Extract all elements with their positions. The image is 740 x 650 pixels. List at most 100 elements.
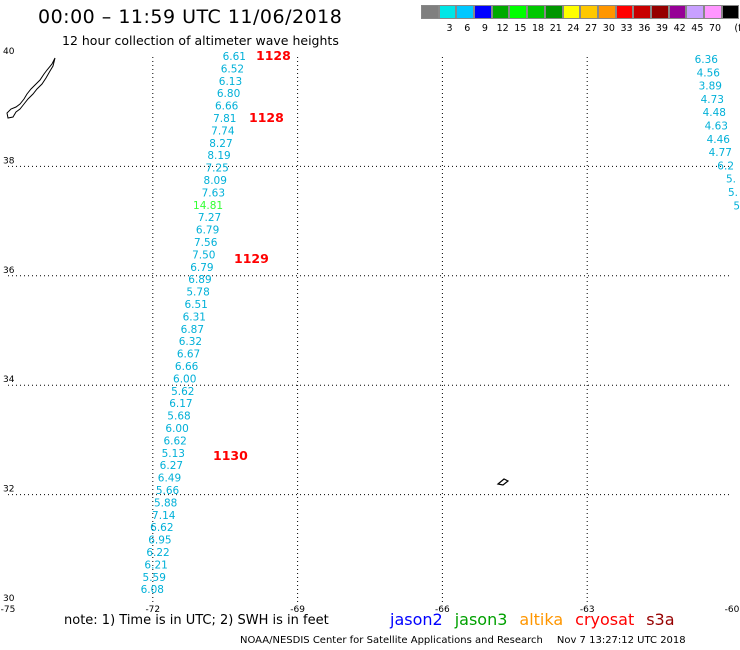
legend-label: 70: [709, 23, 722, 34]
wave-height-label: 6.31: [183, 311, 206, 323]
wave-height-label: 6.66: [215, 101, 239, 113]
coastline: [6, 57, 510, 486]
legend-label: 15: [514, 23, 527, 34]
legend-swatch: [686, 5, 704, 19]
legend-label: 24: [567, 23, 580, 34]
wave-height-label: 7.25: [205, 163, 228, 175]
legend-swatch: [509, 5, 528, 19]
chart-subtitle: 12 hour collection of altimeter wave hei…: [62, 33, 339, 48]
wave-height-label: 7.74: [211, 125, 235, 137]
wave-height-label: 6.21: [144, 559, 167, 571]
wave-height-label: 5.13: [162, 448, 185, 460]
lon-tick-label: -63: [580, 605, 595, 615]
footer-note: note: 1) Time is in UTC; 2) SWH is in fe…: [64, 613, 329, 628]
wave-height-label: 14.81: [193, 200, 223, 212]
footer-credit: NOAA/NESDIS Center for Satellite Applica…: [240, 635, 686, 646]
satellite-tracks: 6.616.526.136.806.667.817.748.278.197.25…: [141, 51, 740, 596]
wave-height-label: 6.49: [158, 473, 181, 485]
lon-tick-label: -60: [725, 605, 740, 615]
wave-height-label: 7.56: [194, 237, 218, 249]
wave-height-label: 6.67: [177, 349, 200, 361]
legend-swatch: [633, 5, 651, 19]
lat-tick-label: 32: [3, 485, 14, 495]
wave-height-label: 8.09: [204, 175, 227, 187]
wave-height-label: 5.62: [171, 386, 194, 398]
wave-height-label: 5.: [726, 174, 736, 186]
legend-swatch: [704, 5, 722, 19]
lon-tick-label: -69: [290, 605, 305, 615]
legend-swatch: [615, 5, 634, 19]
wave-height-label: 5.68: [167, 411, 190, 423]
coastline-island: [496, 478, 510, 486]
credit-text: NOAA/NESDIS Center for Satellite Applica…: [240, 635, 543, 646]
legend-label: 45: [691, 23, 704, 34]
wave-height-label: 4.63: [705, 121, 728, 133]
wave-height-label: 8.19: [207, 150, 230, 162]
legend-swatch: [580, 5, 598, 19]
wave-height-label: 5.59: [143, 572, 166, 584]
legend-label: 9: [481, 23, 488, 34]
wave-height-label: 6.13: [219, 76, 242, 88]
wave-height-label: 6.80: [217, 88, 240, 100]
lon-tick-label: -72: [145, 605, 160, 615]
legend-swatch: [438, 5, 457, 19]
time-label: 1128: [249, 110, 284, 125]
wave-height-label: 6.62: [163, 435, 186, 447]
time-label: 1130: [213, 448, 248, 463]
wave-height-label: 3.89: [699, 81, 722, 93]
legend-label: 36: [638, 23, 651, 34]
satellite-s3a: s3a: [646, 610, 675, 629]
map-grid: [8, 57, 732, 604]
wave-height-label: 6.52: [221, 63, 244, 75]
time-label: 1128: [256, 48, 291, 63]
legend-swatch: [527, 5, 545, 19]
legend-swatch: [597, 5, 616, 19]
legend-label: 3: [446, 23, 453, 34]
satellite-jason2: jason2: [390, 610, 443, 629]
legend-label: 18: [532, 23, 545, 34]
wave-height-label: 6.89: [188, 274, 211, 286]
wave-height-label: 6.87: [181, 324, 204, 336]
wave-height-label: 7.63: [202, 187, 225, 199]
wave-height-label: 7.14: [152, 510, 176, 522]
lat-tick-label: 30: [3, 594, 15, 604]
wave-height-label: 4.56: [697, 67, 721, 79]
wave-height-label: 5.: [728, 187, 738, 199]
legend-unit: (ft): [734, 23, 740, 34]
wave-height-label: 6.79: [190, 262, 213, 274]
wave-height-label: 6.27: [160, 460, 183, 472]
wave-height-label: 6.2: [717, 160, 734, 172]
legend-swatch: [491, 5, 510, 19]
credit-timestamp: Nov 7 13:27:12 UTC 2018: [556, 635, 686, 646]
wave-height-label: 4.73: [701, 94, 724, 106]
wave-height-label: 6.62: [150, 522, 173, 534]
wave-height-label: 4.48: [703, 107, 726, 119]
wave-height-label: 4.77: [709, 147, 732, 159]
wave-height-label: 6.36: [695, 54, 719, 66]
wave-height-label: 8.27: [209, 138, 232, 150]
wave-height-label: 7.81: [213, 113, 236, 125]
wave-height-label: 6.08: [141, 584, 164, 596]
legend-swatch: [544, 5, 563, 19]
wave-height-label: 7.50: [192, 249, 215, 261]
wave-height-label: 5.66: [156, 485, 180, 497]
legend-swatch: [721, 5, 740, 19]
legend-swatch: [650, 5, 669, 19]
legend-label: 30: [602, 23, 615, 34]
wave-height-label: 6.51: [184, 299, 207, 311]
time-label: 1129: [234, 251, 269, 266]
wave-height-label: 6.32: [179, 336, 202, 348]
wave-height-label: 4.46: [707, 134, 731, 146]
lat-tick-label: 40: [3, 47, 15, 57]
lat-tick-label: 36: [3, 266, 15, 276]
wave-height-label: 6.00: [173, 373, 196, 385]
legend-swatch: [456, 5, 475, 19]
legend-swatches: [421, 5, 740, 19]
chart-title: 00:00 – 11:59 UTC 11/06/2018: [38, 6, 343, 28]
legend-label: 21: [549, 23, 562, 34]
legend-swatch: [562, 5, 581, 19]
legend-label: 27: [585, 23, 598, 34]
